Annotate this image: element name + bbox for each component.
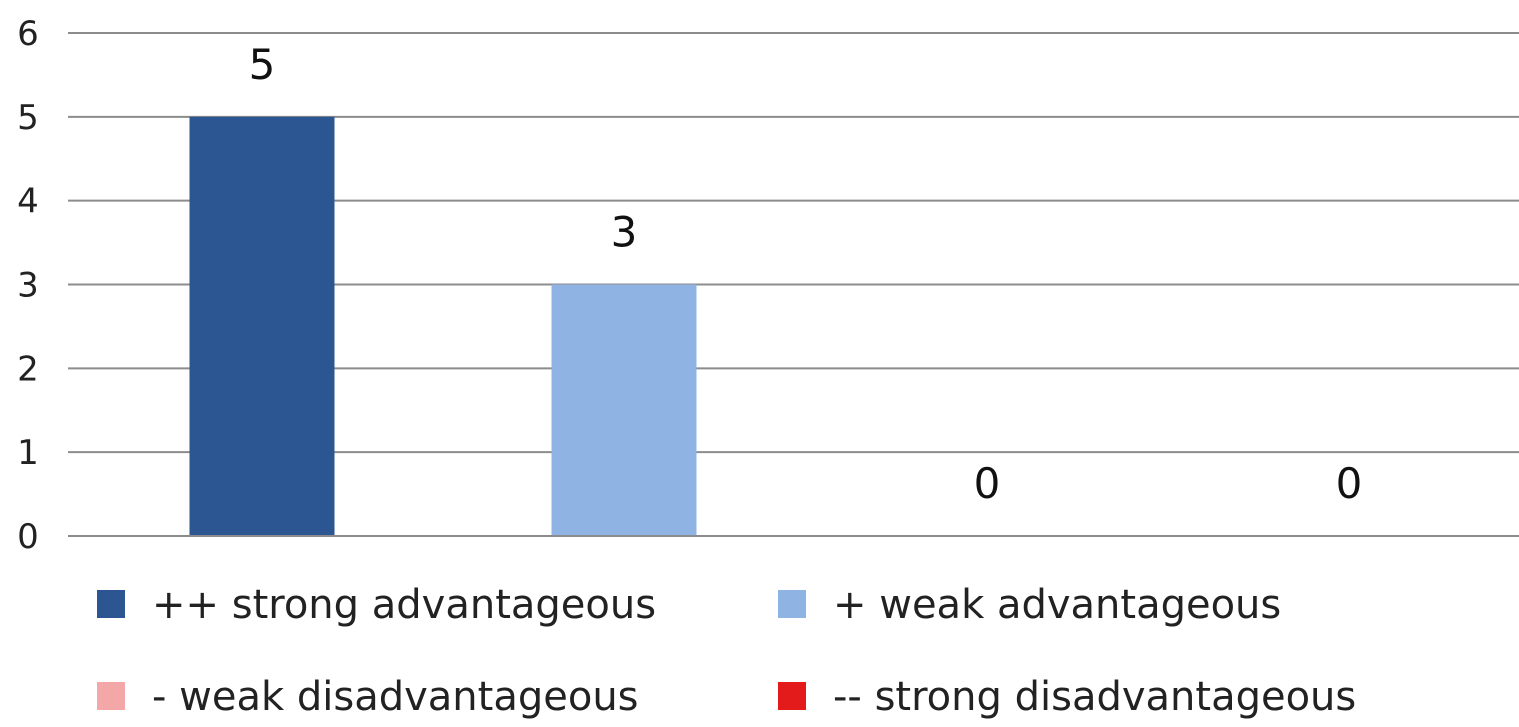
data-label: 0 xyxy=(974,459,1001,508)
y-tick-label: 1 xyxy=(17,433,39,473)
y-tick-label: 2 xyxy=(17,349,39,389)
y-tick-label: 3 xyxy=(17,266,39,306)
legend-swatch xyxy=(97,682,125,710)
y-axis-tick-labels: 0 1 2 3 4 5 6 xyxy=(17,14,39,557)
legend-label: + weak advantageous xyxy=(833,582,1281,628)
data-labels: 5 3 0 0 xyxy=(249,40,1363,508)
y-tick-label: 0 xyxy=(17,517,39,557)
legend-swatch xyxy=(778,682,806,710)
bar xyxy=(189,116,335,536)
data-label: 3 xyxy=(611,208,638,257)
legend-label: -- strong disadvantageous xyxy=(833,674,1356,720)
legend-swatch xyxy=(97,590,125,618)
legend-label: - weak disadvantageous xyxy=(152,674,639,720)
legend-label: ++ strong advantageous xyxy=(152,582,656,628)
data-label: 0 xyxy=(1336,459,1363,508)
legend-swatch xyxy=(778,590,806,618)
y-tick-label: 5 xyxy=(17,98,39,138)
bars xyxy=(189,116,697,536)
y-tick-label: 6 xyxy=(17,14,39,54)
y-tick-label: 4 xyxy=(17,182,39,222)
legend: ++ strong advantageous + weak advantageou… xyxy=(97,582,1356,720)
bar xyxy=(551,284,697,536)
data-label: 5 xyxy=(249,40,276,89)
